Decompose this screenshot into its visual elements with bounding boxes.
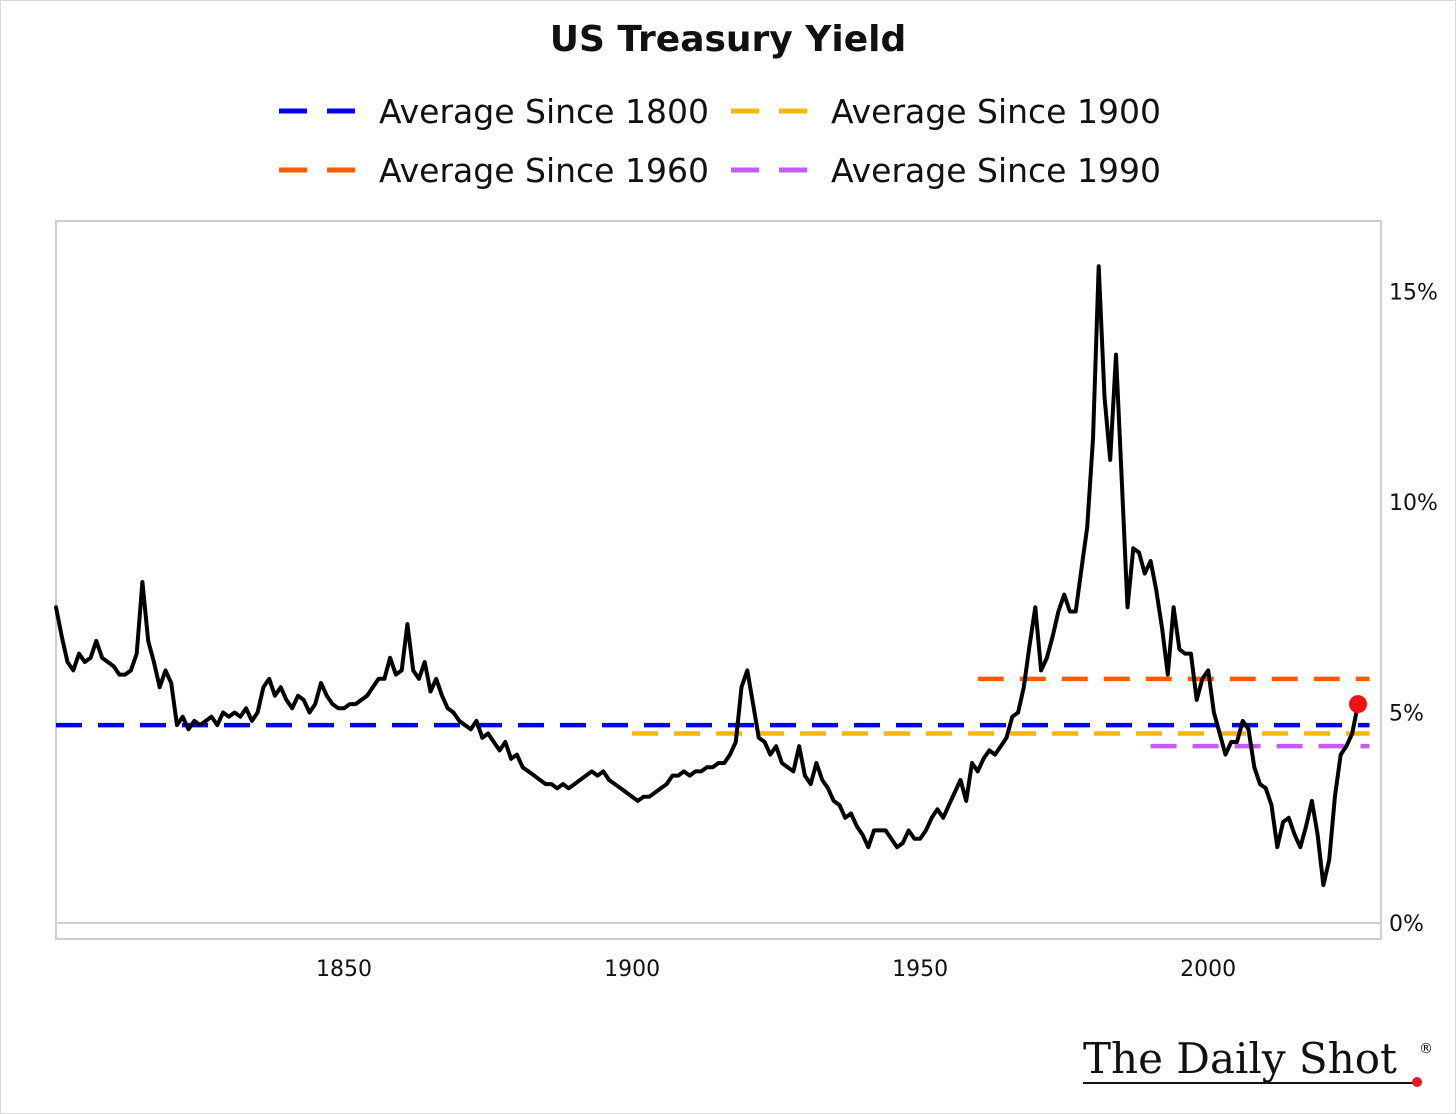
legend-label-1: Average Since 1800 <box>379 92 709 131</box>
chart-title: US Treasury Yield <box>550 19 907 60</box>
x-tick-label-2000: 2000 <box>1180 957 1236 982</box>
series-line-1 <box>54 264 1360 888</box>
series-layer <box>54 264 1367 888</box>
y-tick-label-0: 0% <box>1389 912 1424 937</box>
brand-logo: The Daily Shot ® <box>1083 1034 1433 1087</box>
x-tick-label-1950: 1950 <box>892 957 948 982</box>
y-tick-label-15: 15% <box>1389 281 1438 306</box>
y-tick-label-10: 10% <box>1389 491 1438 516</box>
x-tick-label-1900: 1900 <box>604 957 660 982</box>
legend-label-2: Average Since 1900 <box>831 92 1161 131</box>
brand-registered-mark: ® <box>1419 1041 1433 1057</box>
brand-name: The Daily Shot <box>1083 1034 1397 1083</box>
x-tick-label-1850: 1850 <box>316 957 372 982</box>
last-value-marker <box>1348 695 1367 714</box>
legend-label-4: Average Since 1990 <box>831 151 1161 190</box>
x-axis: 1850 1900 1950 2000 <box>316 957 1236 982</box>
y-tick-label-5: 5% <box>1389 702 1424 727</box>
y-axis: 0% 5% 10% 15% <box>1389 281 1438 938</box>
legend-label-3: Average Since 1960 <box>379 151 709 190</box>
brand-dot <box>1412 1077 1422 1087</box>
legend: Average Since 1800 Average Since 1900 Aver… <box>279 92 1161 190</box>
reference-lines <box>56 676 1370 749</box>
plot-area-border <box>55 220 1382 940</box>
